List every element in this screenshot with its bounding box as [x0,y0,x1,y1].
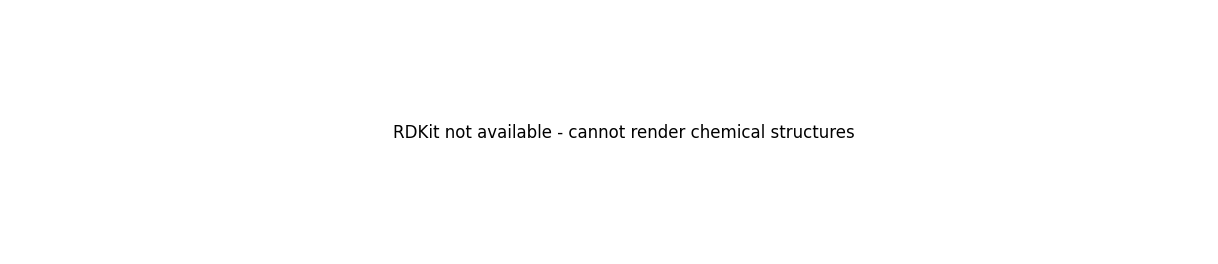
Text: RDKit not available - cannot render chemical structures: RDKit not available - cannot render chem… [393,124,855,142]
